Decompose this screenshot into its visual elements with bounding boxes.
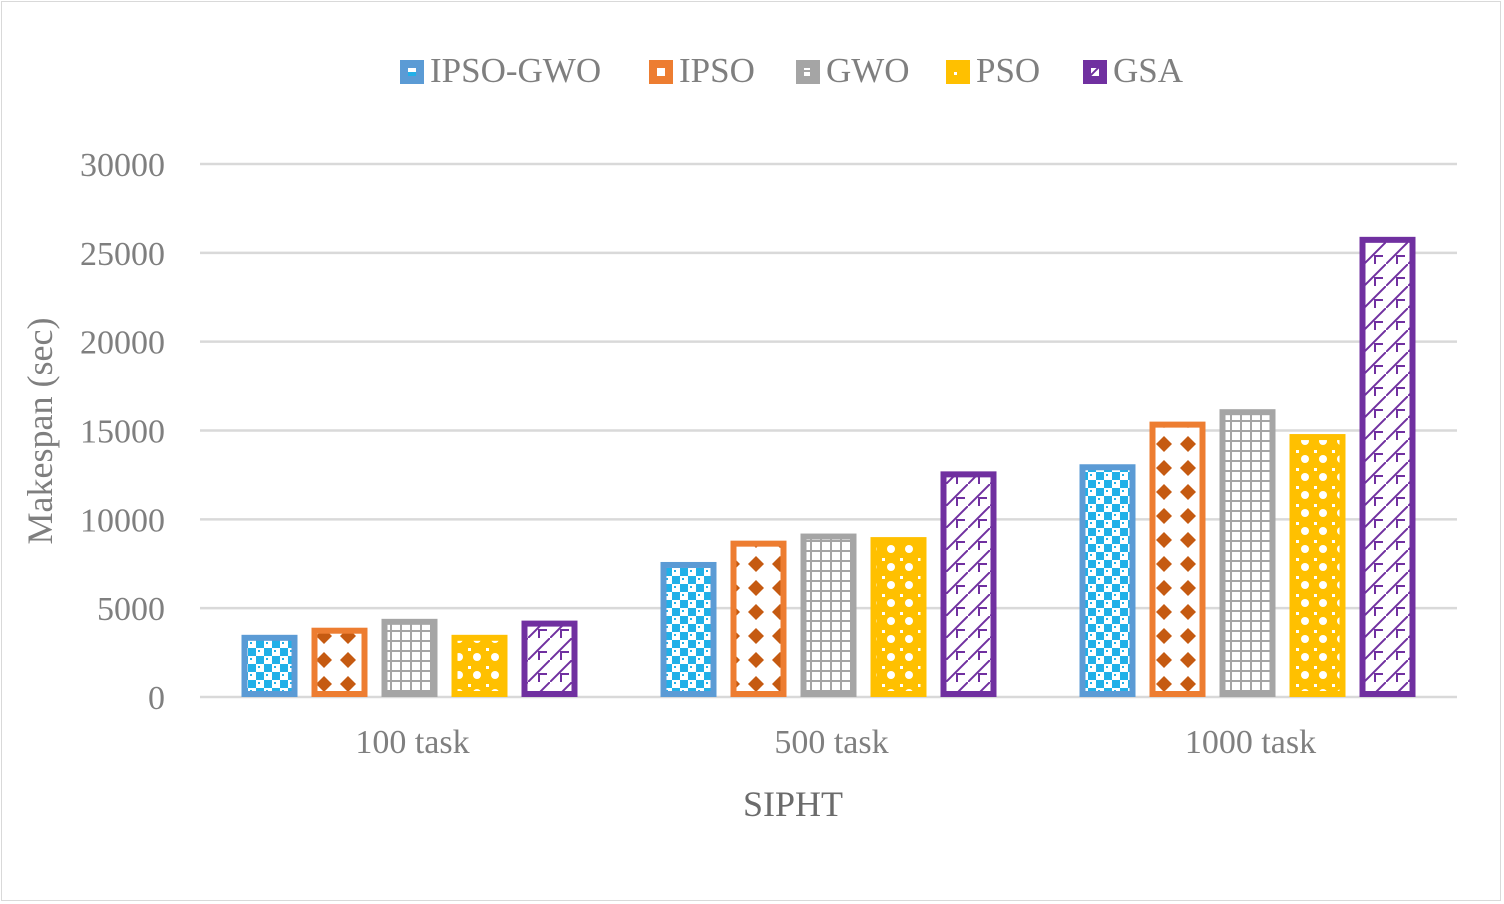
bar-ipso-1000-task [1149, 421, 1206, 697]
bar-gwo-500-task [800, 533, 857, 698]
legend-item-gwo[interactable]: GWO [796, 51, 910, 90]
x-tick-label: 1000 task [1185, 724, 1316, 761]
x-tick-label: 500 task [774, 724, 888, 761]
y-axis-title: Makespan (sec) [20, 318, 60, 545]
legend-swatch-pattern [804, 68, 812, 76]
legend-item-ipso-gwo[interactable]: IPSO-GWO [400, 51, 601, 90]
bar-ipso-gwo-100-task [241, 634, 298, 697]
x-axis-title: SIPHT [743, 784, 843, 824]
legend-label: IPSO-GWO [430, 51, 601, 90]
legend-item-pso[interactable]: PSO [946, 51, 1040, 90]
y-tick-label: 15000 [80, 414, 165, 451]
bar-ipso-500-task [730, 540, 787, 697]
bar-gwo-100-task [381, 618, 438, 697]
legend-item-ipso[interactable]: IPSO [649, 51, 755, 90]
y-tick-label: 0 [148, 680, 165, 717]
legend-label: GWO [826, 51, 910, 90]
y-tick-label: 25000 [80, 236, 165, 273]
bar-gwo-1000-task [1219, 409, 1276, 697]
legend-swatch-pattern [1091, 68, 1099, 76]
y-tick-label: 5000 [97, 591, 165, 628]
legend-swatch-pattern [657, 68, 665, 76]
x-axis-ticks: 100 task 500 task 1000 task [355, 724, 1316, 761]
bar-gsa-100-task [521, 620, 578, 697]
bar-pso-500-task [870, 537, 927, 697]
bar-ipso-gwo-1000-task [1079, 464, 1136, 697]
bar-ipso-gwo-500-task [660, 561, 717, 697]
legend-label: IPSO [679, 51, 755, 90]
y-axis-ticks: 0 5000 10000 15000 20000 25000 30000 [80, 147, 165, 717]
y-tick-label: 20000 [80, 325, 165, 362]
bar-gsa-1000-task [1359, 236, 1416, 698]
legend-label: GSA [1113, 51, 1184, 90]
x-tick-label: 100 task [355, 724, 469, 761]
legend-swatch-pattern [408, 68, 416, 76]
bar-pso-1000-task [1289, 434, 1346, 697]
bars [241, 236, 1416, 698]
bar-gsa-500-task [940, 471, 997, 698]
legend-label: PSO [976, 51, 1040, 90]
bar-ipso-100-task [311, 627, 368, 698]
y-tick-label: 10000 [80, 502, 165, 539]
legend-item-gsa[interactable]: GSA [1083, 51, 1184, 90]
bar-pso-100-task [451, 634, 508, 697]
legend: IPSO-GWO IPSO GWO PSO GSA [400, 51, 1184, 90]
legend-swatch-pattern [954, 68, 962, 76]
y-tick-label: 30000 [80, 147, 165, 184]
